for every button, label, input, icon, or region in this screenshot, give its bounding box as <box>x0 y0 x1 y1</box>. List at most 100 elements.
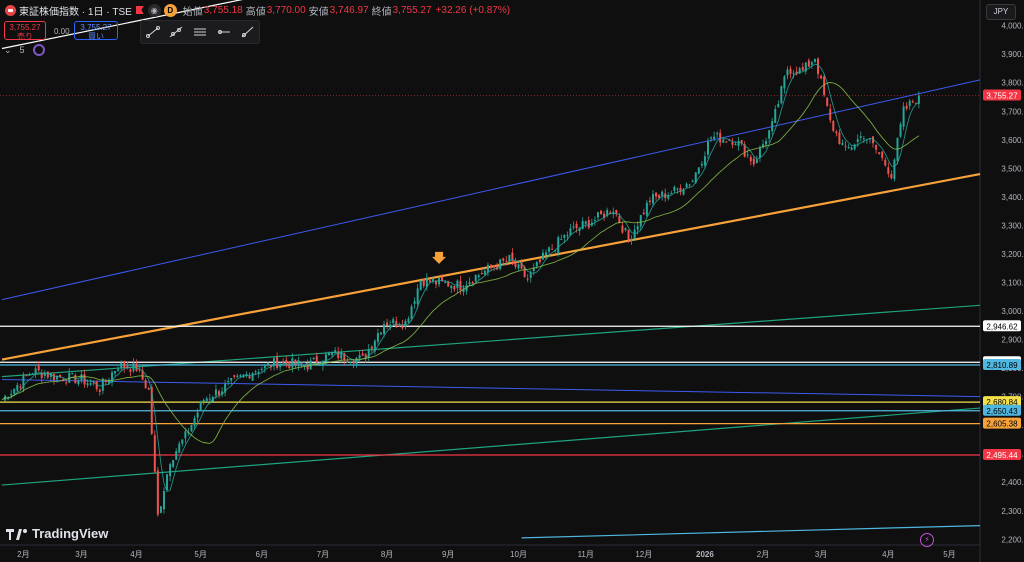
buy-button[interactable]: 3,755.27 買い <box>74 21 118 41</box>
collapse-chevron-icon[interactable]: ⌄ <box>4 44 12 55</box>
candle-body <box>43 373 46 376</box>
candle-body <box>74 375 77 384</box>
buy-label: 買い <box>88 32 104 41</box>
buy-price: 3,755.27 <box>80 23 112 32</box>
candle-body <box>193 418 196 426</box>
candle-body <box>285 359 288 364</box>
ray-tool-icon[interactable] <box>238 24 256 40</box>
candle-body <box>694 172 697 183</box>
candle-body <box>117 369 120 372</box>
y-tick-label: 2,300.00 <box>1001 507 1024 516</box>
candle-body <box>86 383 89 386</box>
candle-body <box>217 391 220 395</box>
candle-body <box>279 364 282 368</box>
candle-body <box>19 386 22 388</box>
candle-body <box>523 267 526 278</box>
horizontal-ray-tool-icon[interactable] <box>215 24 233 40</box>
candle-body <box>658 194 661 198</box>
x-tick-label: 6月 <box>256 550 268 559</box>
candle-body <box>872 136 875 144</box>
y-tick-label: 2,400.00 <box>1001 478 1024 487</box>
candle-body <box>826 97 829 107</box>
candle-body <box>887 167 890 174</box>
y-tick-label: 3,600.00 <box>1001 136 1024 145</box>
candle-body <box>917 95 920 104</box>
x-tick-label: 2026 <box>696 550 714 559</box>
candle-body <box>407 318 410 323</box>
candle-body <box>101 378 104 391</box>
candle-body <box>572 226 575 228</box>
candle-body <box>783 76 786 89</box>
candle-body <box>202 400 205 402</box>
d-badge-icon[interactable]: D <box>163 3 177 17</box>
candle-body <box>627 229 630 240</box>
x-tick-label: 7月 <box>317 550 329 559</box>
candle-body <box>532 267 535 272</box>
trend-line <box>1 407 981 486</box>
settings-ring-icon[interactable] <box>32 44 45 56</box>
y-tick-label: 2,900.00 <box>1001 336 1024 345</box>
y-tick-label: 3,700.00 <box>1001 107 1024 116</box>
candle-body <box>884 159 887 166</box>
trend-line <box>1 79 981 301</box>
candle-body <box>817 58 820 75</box>
lightning-icon[interactable]: ⚡ <box>920 533 934 547</box>
candle-body <box>233 375 236 377</box>
candle-body <box>902 106 905 127</box>
candle-body <box>706 141 709 155</box>
candle-body <box>844 145 847 147</box>
candle-body <box>392 319 395 324</box>
candle-body <box>508 255 511 262</box>
candle-body <box>841 143 844 145</box>
x-tick-label: 9月 <box>442 550 454 559</box>
candle-body <box>184 431 187 439</box>
candle-body <box>107 379 110 384</box>
candle-body <box>315 356 318 364</box>
level-price-label: 2,495.44 <box>986 451 1018 460</box>
candle-body <box>379 332 382 335</box>
candle-body <box>529 273 532 278</box>
candle-body <box>786 69 789 76</box>
eye-icon[interactable]: ◉ <box>147 3 161 17</box>
candle-body <box>28 374 31 376</box>
candle-body <box>416 288 419 304</box>
extended-line-tool-icon[interactable] <box>167 24 185 40</box>
candle-body <box>172 459 175 467</box>
indicator-count: 5 <box>19 45 25 55</box>
trend-line <box>1 379 981 398</box>
candle-body <box>905 105 908 109</box>
spread-value: 0.00 <box>54 27 70 36</box>
candle-body <box>538 259 541 262</box>
parallel-channel-tool-icon[interactable] <box>191 24 209 40</box>
trend-line-tool-icon[interactable] <box>144 24 162 40</box>
candle-body <box>65 382 68 384</box>
candle-body <box>505 260 508 262</box>
candle-body <box>606 210 609 216</box>
candle-body <box>413 301 416 304</box>
candle-body <box>129 369 132 372</box>
currency-selector[interactable]: JPY <box>986 4 1016 20</box>
candle-body <box>352 361 355 364</box>
x-tick-label: 4月 <box>882 550 894 559</box>
candle-body <box>740 140 743 144</box>
candle-body <box>166 474 169 491</box>
candle-body <box>138 369 141 371</box>
symbol-title[interactable]: 東証株価指数 · 1日 · TSE <box>19 6 132 18</box>
candle-body <box>868 138 871 140</box>
candle-body <box>911 101 914 103</box>
candle-body <box>459 280 462 291</box>
candle-body <box>169 464 172 477</box>
candle-body <box>771 121 774 132</box>
candle-body <box>471 282 474 284</box>
candle-body <box>150 387 153 434</box>
y-tick-label: 3,500.00 <box>1001 164 1024 173</box>
high-label: 高値 <box>245 6 266 18</box>
candle-body <box>548 247 551 252</box>
candle-body <box>334 350 337 354</box>
candle-body <box>401 324 404 329</box>
candle-body <box>355 357 358 366</box>
level-price-tag <box>983 396 1021 408</box>
moving-average-line <box>1 63 920 493</box>
sell-button[interactable]: 3,755.27 売り <box>4 21 46 41</box>
